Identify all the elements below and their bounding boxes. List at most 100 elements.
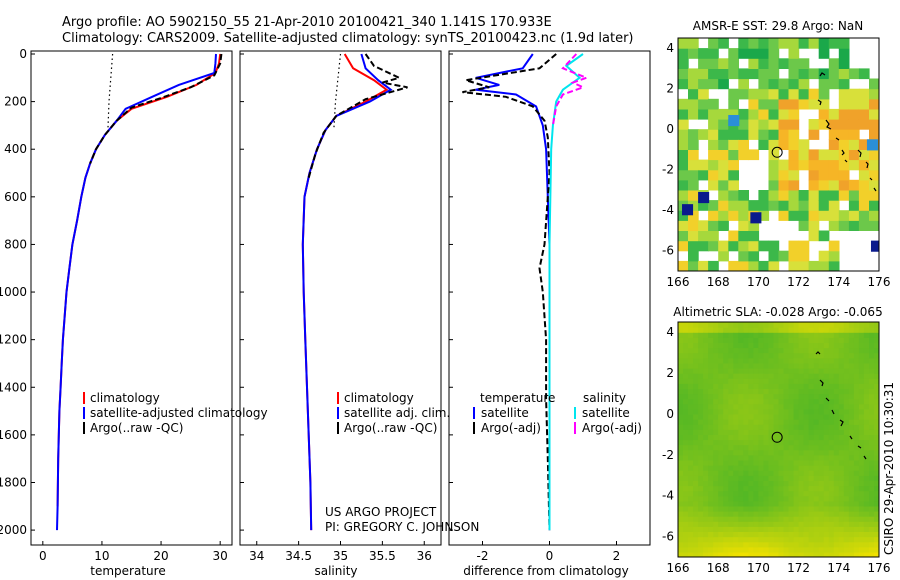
sla-cell xyxy=(693,337,699,343)
sla-cell xyxy=(698,459,704,466)
sla-cell xyxy=(713,337,719,343)
sla-cell xyxy=(803,526,810,532)
sst-cell xyxy=(698,260,709,271)
sla-cell xyxy=(853,342,860,349)
sla-cell xyxy=(698,352,704,359)
sla-cell xyxy=(828,531,835,538)
sst-cell xyxy=(778,119,790,130)
sla-cell xyxy=(793,408,800,415)
map-y-tick-label: -2 xyxy=(662,448,674,462)
sla-cell xyxy=(818,347,825,354)
sst-cell xyxy=(869,119,879,130)
sla-cell xyxy=(758,352,764,359)
sla-cell xyxy=(693,541,699,548)
sla-cell xyxy=(733,352,739,359)
sla-cell xyxy=(703,362,709,369)
sla-cell xyxy=(828,434,835,441)
sla-cell xyxy=(678,393,684,400)
sla-cell xyxy=(733,505,739,512)
sla-cell xyxy=(713,521,719,527)
sla-cell xyxy=(743,490,749,497)
map-x-tick-label: 166 xyxy=(667,561,690,575)
sla-cell xyxy=(788,424,795,430)
sst-cell xyxy=(708,230,719,242)
sst-cell xyxy=(738,240,749,252)
sla-cell xyxy=(743,332,749,338)
sla-cell xyxy=(823,378,830,384)
sla-cell xyxy=(768,332,775,338)
sla-cell xyxy=(698,475,704,481)
sla-cell xyxy=(683,352,689,359)
sla-cell xyxy=(738,332,744,338)
sla-cell xyxy=(713,511,719,517)
sla-cell xyxy=(833,332,840,338)
sla-cell xyxy=(828,490,835,497)
sst-cell xyxy=(798,139,810,150)
sla-cell xyxy=(828,526,835,532)
sla-cell xyxy=(874,490,879,497)
sst-cell xyxy=(818,98,830,110)
sst-cell xyxy=(738,220,749,231)
sla-cell xyxy=(753,378,759,384)
sla-cell xyxy=(688,500,694,507)
sla-cell xyxy=(763,393,769,400)
sla-cell xyxy=(753,551,759,557)
sla-cell xyxy=(843,495,850,502)
sla-cell xyxy=(698,408,704,415)
sla-cell xyxy=(723,470,729,476)
sla-cell xyxy=(874,505,879,512)
sla-cell xyxy=(683,378,689,384)
sla-cell xyxy=(758,429,764,435)
sla-cell xyxy=(738,541,744,548)
sst-cell xyxy=(808,119,820,130)
sla-cell xyxy=(833,388,840,395)
sla-cell xyxy=(818,490,825,497)
sla-cell xyxy=(753,541,759,548)
sla-cell xyxy=(713,368,719,374)
sla-cell xyxy=(733,398,739,405)
sla-cell xyxy=(778,439,785,446)
sla-cell xyxy=(713,434,719,441)
sla-cell xyxy=(678,383,684,389)
sla-cell xyxy=(863,368,870,374)
sla-cell xyxy=(848,327,855,333)
sla-cell xyxy=(733,347,739,354)
sla-cell xyxy=(718,465,724,471)
sla-cell xyxy=(823,531,830,538)
sla-cell xyxy=(788,408,795,415)
sla-cell xyxy=(763,337,769,343)
sla-cell xyxy=(708,459,714,466)
sla-cell xyxy=(788,352,795,359)
sst-cell xyxy=(738,230,749,242)
sla-cell xyxy=(853,511,860,517)
sla-cell xyxy=(818,480,825,487)
sla-cell xyxy=(863,414,870,420)
sla-cell xyxy=(708,470,714,476)
sla-cell xyxy=(798,337,805,343)
sla-cell xyxy=(763,465,769,471)
sst-cell xyxy=(808,260,820,271)
sla-cell xyxy=(773,378,780,384)
sla-cell xyxy=(718,500,724,507)
sla-cell xyxy=(683,551,689,557)
sla-cell xyxy=(853,485,860,492)
sla-cell xyxy=(783,352,790,359)
sla-cell xyxy=(678,337,684,343)
sla-cell xyxy=(758,526,764,532)
sla-cell xyxy=(843,362,850,369)
sla-cell xyxy=(748,398,754,405)
sla-cell xyxy=(683,398,689,405)
sla-cell xyxy=(848,459,855,466)
sst-cell xyxy=(738,210,749,221)
sla-cell xyxy=(768,434,775,441)
sla-cell xyxy=(869,521,875,527)
sla-cell xyxy=(869,337,875,343)
sla-cell xyxy=(828,546,835,553)
sla-cell xyxy=(718,337,724,343)
salinity-series-layer xyxy=(301,53,408,531)
sla-cell xyxy=(798,378,805,384)
sla-cell xyxy=(728,347,734,354)
sla-cell xyxy=(803,393,810,400)
sla-cell xyxy=(818,373,825,379)
sla-cell xyxy=(768,449,775,456)
